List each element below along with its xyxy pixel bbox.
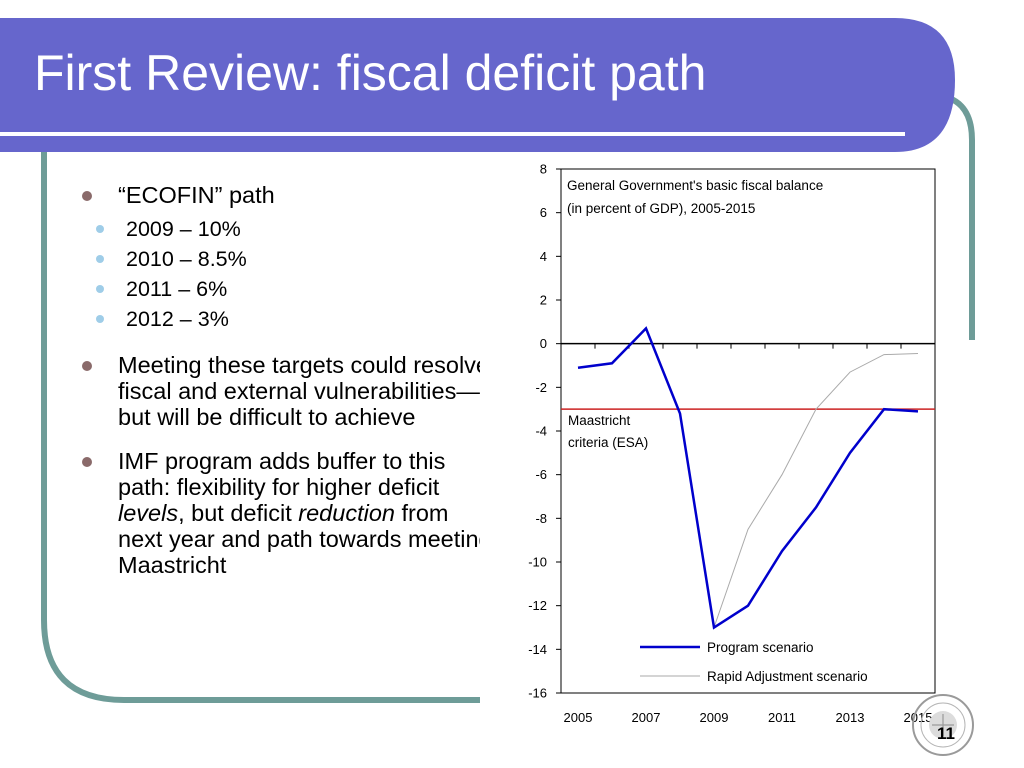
y-tick-label: -8 xyxy=(535,511,547,526)
maastricht-label-2: criteria (ESA) xyxy=(568,435,648,450)
y-tick-label: -16 xyxy=(528,686,547,701)
title-rule xyxy=(0,132,905,136)
sub-bullet-text: 2009 – 10% xyxy=(126,217,241,241)
series-rapid-adjustment-line xyxy=(713,353,919,628)
sub-bullet-2009: 2009 – 10% xyxy=(82,214,492,244)
x-tick-label: 2005 xyxy=(564,710,593,725)
y-tick-label: 8 xyxy=(540,162,547,177)
chart-panel xyxy=(480,155,950,740)
bullet-ecofin: “ECOFIN” path 2009 – 10% 2010 – 8.5% 201… xyxy=(82,182,492,334)
y-tick-label: 4 xyxy=(540,249,547,264)
legend: Program scenario Rapid Adjustment scenar… xyxy=(640,640,868,684)
maastricht-label: Maastricht xyxy=(568,413,631,428)
legend-label-rapid: Rapid Adjustment scenario xyxy=(707,669,868,684)
bullet-dot xyxy=(82,457,92,467)
series-program-line xyxy=(577,326,919,630)
sub-bullet-dot xyxy=(96,315,104,323)
bullet-imf-em-levels: levels xyxy=(118,500,179,526)
bullet-imf-pre: IMF program adds buffer to this path: fl… xyxy=(118,448,446,500)
y-tick-label: -4 xyxy=(535,424,547,439)
bullet-ecofin-head: “ECOFIN” path xyxy=(118,182,275,208)
bullet-imf-post: from next year and path towards meeting … xyxy=(118,500,492,578)
frame-outline xyxy=(41,150,890,703)
x-tick-label: 2011 xyxy=(768,710,796,725)
y-tick-label: -12 xyxy=(528,598,547,613)
bullet-imf-mid: , but deficit xyxy=(178,500,299,526)
slide-title: First Review: fiscal deficit path xyxy=(34,45,707,101)
y-tick-label: -10 xyxy=(528,555,547,570)
x-tick-label: 2009 xyxy=(700,710,729,725)
chart-subtitle: (in percent of GDP), 2005-2015 xyxy=(567,201,755,216)
chart-title: General Government's basic fiscal balanc… xyxy=(567,178,823,193)
bullet-dot xyxy=(82,191,92,201)
y-tick-label: -6 xyxy=(535,467,547,482)
page-number: 11 xyxy=(937,724,955,743)
x-tick-label: 2007 xyxy=(632,710,661,725)
sub-bullet-dot xyxy=(96,285,104,293)
bullet-list: “ECOFIN” path 2009 – 10% 2010 – 8.5% 201… xyxy=(82,182,492,596)
bullet-targets: Meeting these targets could resolve fisc… xyxy=(82,352,492,430)
x-axis-ticks: 2005 2007 2009 2011 2013 2015 xyxy=(564,710,933,725)
y-tick-label: 0 xyxy=(540,336,547,351)
sub-bullet-dot xyxy=(96,255,104,263)
y-tick-label: -14 xyxy=(528,642,547,657)
bullet-dot xyxy=(82,361,92,371)
bullet-targets-text: Meeting these targets could resolve fisc… xyxy=(118,352,489,430)
legend-label-program: Program scenario xyxy=(707,640,814,655)
sub-bullet-text: 2010 – 8.5% xyxy=(126,247,247,271)
sub-bullet-list: 2009 – 10% 2010 – 8.5% 2011 – 6% 2012 – … xyxy=(96,214,492,334)
bullet-imf-program: IMF program adds buffer to this path: fl… xyxy=(82,448,492,578)
x-tick-label: 2013 xyxy=(836,710,865,725)
title-band xyxy=(0,18,955,152)
y-tick-label: 2 xyxy=(540,293,547,308)
y-tick-label: -2 xyxy=(535,380,547,395)
x-tick-label: 2015 xyxy=(904,710,933,725)
sub-bullet-text: 2012 – 3% xyxy=(126,307,229,331)
sub-bullet-dot xyxy=(96,225,104,233)
sub-bullet-text: 2011 – 6% xyxy=(126,277,228,301)
sub-bullet-2011: 2011 – 6% xyxy=(82,274,492,304)
y-axis-ticks: 8 6 4 2 0 -2 -4 -6 -8 -10 -12 -14 -16 xyxy=(528,162,561,701)
sub-bullet-2010: 2010 – 8.5% xyxy=(82,244,492,274)
imf-seal-icon xyxy=(912,694,974,756)
sub-bullet-2012: 2012 – 3% xyxy=(82,304,492,334)
y-tick-label: 6 xyxy=(540,205,547,220)
bullet-imf-em-reduction: reduction xyxy=(298,500,395,526)
